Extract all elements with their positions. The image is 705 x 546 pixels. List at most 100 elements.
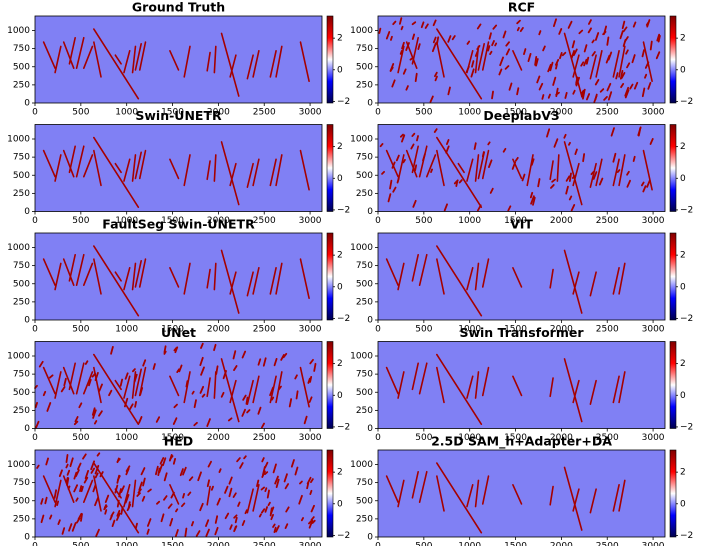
x-tick-label: 1000	[458, 216, 481, 226]
y-tick-label: 500	[356, 279, 373, 289]
y-tick-label: 500	[13, 171, 30, 181]
y-tick-label: 500	[356, 171, 373, 181]
colorbar	[327, 125, 333, 212]
colorbar-tick-label: −2	[680, 314, 693, 324]
y-tick-label: 250	[13, 406, 30, 416]
y-tick-label: 0	[24, 533, 30, 543]
colorbar-tick-label: −2	[337, 205, 350, 215]
colorbar-tick-label: 0	[337, 391, 343, 401]
x-tick-label: 1000	[458, 108, 481, 118]
y-tick-label: 0	[367, 99, 373, 109]
colorbar-tick-label: 0	[680, 499, 686, 509]
colorbar-tick-label: 0	[680, 174, 686, 184]
panel-title: FaultSeg Swin-UNETR	[102, 217, 255, 232]
x-tick-label: 500	[72, 216, 89, 226]
x-tick-label: 3000	[642, 216, 665, 226]
y-tick-label: 1000	[7, 352, 30, 362]
y-tick-label: 250	[356, 80, 373, 90]
x-tick-label: 2500	[253, 325, 276, 335]
colorbar-tick-label: −2	[680, 531, 693, 541]
panel-title: Swin-UNETR	[135, 108, 222, 123]
colorbar-tick-label: −2	[337, 314, 350, 324]
y-tick-label: 500	[356, 496, 373, 506]
y-tick-label: 1000	[350, 26, 373, 36]
x-tick-label: 0	[375, 216, 381, 226]
colorbar-tick-label: 2	[337, 468, 343, 478]
y-tick-label: 500	[13, 388, 30, 398]
colorbar-tick-label: 2	[680, 142, 686, 152]
y-tick-label: 0	[24, 207, 30, 217]
colorbar-tick-label: 2	[680, 34, 686, 44]
x-tick-label: 3000	[299, 325, 322, 335]
x-tick-label: 3000	[299, 433, 322, 443]
x-tick-label: 2000	[550, 542, 573, 546]
x-tick-label: 500	[415, 325, 432, 335]
y-tick-label: 750	[356, 261, 373, 271]
x-tick-label: 1000	[115, 325, 138, 335]
x-tick-label: 2500	[253, 216, 276, 226]
colorbar-tick-label: 0	[337, 65, 343, 75]
colorbar	[327, 233, 333, 320]
x-tick-label: 0	[375, 433, 381, 443]
y-tick-label: 1000	[7, 243, 30, 253]
colorbar-tick-label: 0	[337, 174, 343, 184]
y-tick-label: 1000	[350, 460, 373, 470]
x-tick-label: 3000	[642, 542, 665, 546]
x-tick-label: 2000	[207, 542, 230, 546]
y-tick-label: 0	[367, 424, 373, 434]
panel-title: Swin Transformer	[459, 325, 584, 340]
y-tick-label: 750	[13, 478, 30, 488]
colorbar-tick-label: −2	[680, 422, 693, 432]
colorbar-tick-label: −2	[680, 97, 693, 107]
x-tick-label: 1500	[504, 542, 527, 546]
colorbar-tick-label: 2	[337, 359, 343, 369]
y-tick-label: 250	[13, 189, 30, 199]
y-tick-label: 500	[13, 279, 30, 289]
y-tick-label: 750	[13, 44, 30, 54]
x-tick-label: 500	[72, 108, 89, 118]
panel-title: 2.5D SAM_h+Adapter+DA	[431, 434, 612, 450]
colorbar	[670, 16, 676, 103]
y-tick-label: 1000	[7, 460, 30, 470]
y-tick-label: 250	[13, 80, 30, 90]
x-tick-label: 0	[375, 542, 381, 546]
colorbar-tick-label: 0	[337, 499, 343, 509]
colorbar-tick-label: 0	[680, 65, 686, 75]
y-tick-label: 500	[13, 62, 30, 72]
colorbar	[670, 125, 676, 212]
x-tick-label: 0	[32, 108, 38, 118]
colorbar-tick-label: 2	[680, 468, 686, 478]
x-tick-label: 0	[32, 216, 38, 226]
y-tick-label: 1000	[7, 135, 30, 145]
x-tick-label: 500	[72, 325, 89, 335]
y-tick-label: 750	[356, 44, 373, 54]
colorbar-tick-label: 0	[337, 282, 343, 292]
y-tick-label: 500	[356, 388, 373, 398]
panel-title: Ground Truth	[132, 0, 225, 15]
x-tick-label: 1500	[161, 542, 184, 546]
y-tick-label: 250	[13, 514, 30, 524]
figure: Ground Truth0500100015002000250030000250…	[0, 0, 705, 546]
x-tick-label: 1000	[115, 542, 138, 546]
colorbar	[670, 233, 676, 320]
panel: 2.5D SAM_h+Adapter+DA 0 500 1000 1500 2000 2 50…	[350, 434, 693, 546]
x-tick-label: 500	[415, 542, 432, 546]
y-tick-label: 500	[13, 496, 30, 506]
colorbar	[327, 450, 333, 537]
x-tick-label: 3000	[642, 108, 665, 118]
colorbar-tick-label: 2	[337, 142, 343, 152]
y-tick-label: 250	[356, 406, 373, 416]
colorbar-tick-label: 0	[680, 282, 686, 292]
x-tick-label: 0	[32, 433, 38, 443]
x-tick-label: 3000	[642, 325, 665, 335]
y-tick-label: 1000	[350, 352, 373, 362]
colorbar-tick-label: −2	[337, 531, 350, 541]
x-tick-label: 3000	[299, 542, 322, 546]
y-tick-label: 750	[13, 153, 30, 163]
y-tick-label: 500	[356, 62, 373, 72]
x-tick-label: 1000	[458, 542, 481, 546]
